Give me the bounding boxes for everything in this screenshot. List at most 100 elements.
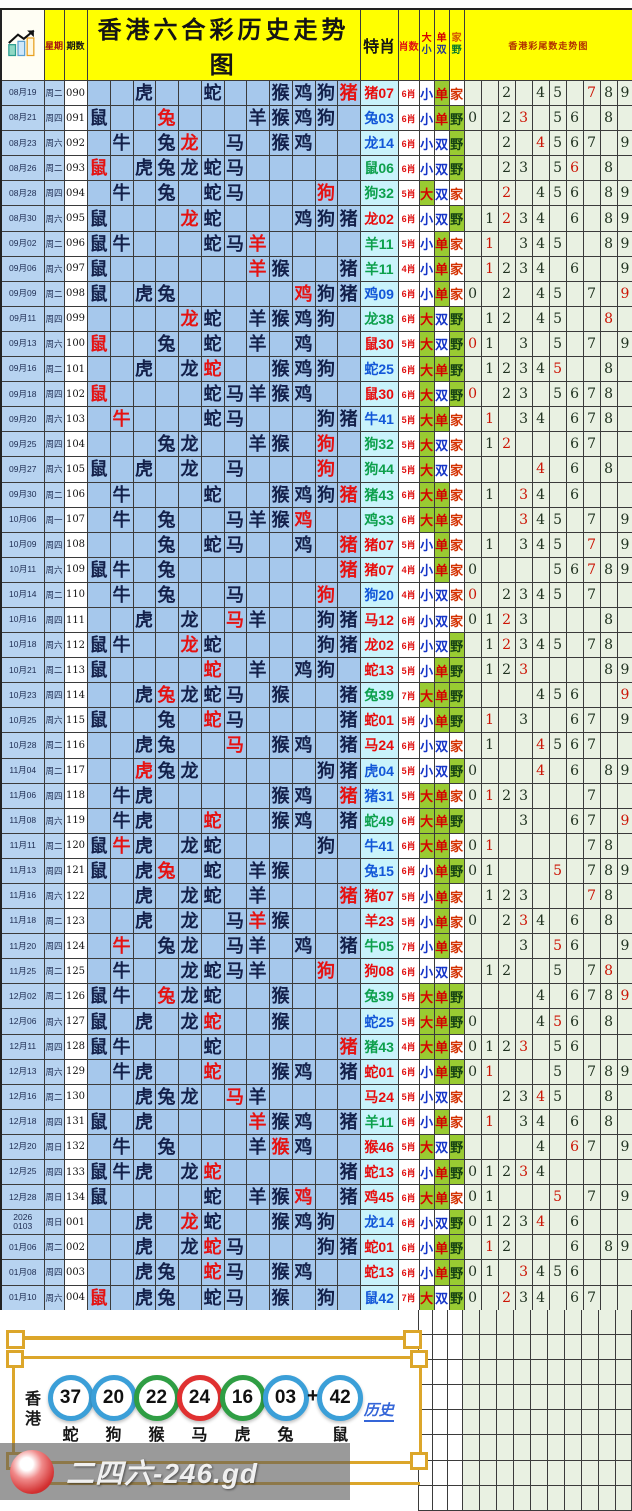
- home-wild-cell: 野: [448, 356, 465, 383]
- tail-cell: 2: [497, 958, 516, 985]
- tail-cell: 9: [616, 1058, 632, 1085]
- zodiac-cell: [314, 506, 338, 533]
- zodiac-cell: [109, 356, 134, 383]
- zodiac-cell: 牛: [109, 832, 134, 859]
- zodiac-cell: 鼠: [86, 330, 111, 358]
- tail-cell: [480, 180, 499, 207]
- tail-cell: 1: [480, 1209, 499, 1236]
- trend-row: 10月09 周四 108 兔蛇马鸡猪猪07 5肖小单家 1 3 4 5 7 9: [0, 531, 632, 558]
- tail-cell: [463, 807, 482, 834]
- trend-row: 09月16 周二 101 虎龙蛇猴鸡狗蛇25 6肖大单野 1 2 3 4 5 8: [0, 356, 632, 383]
- zodiac-cell: 羊: [245, 305, 270, 332]
- big-small-cell: 小: [418, 230, 435, 257]
- zodiac-cell: 兔: [154, 180, 179, 207]
- tail-cell: [582, 105, 601, 132]
- zodiac-cell: 虎: [132, 606, 156, 634]
- zodiac-cell: 鼠: [86, 857, 111, 885]
- tail-cell: [582, 255, 601, 282]
- period-cell: 108: [63, 531, 88, 558]
- tail-cell: [497, 857, 516, 885]
- tail-cell: [582, 456, 601, 483]
- zodiac-cell: 马: [223, 531, 247, 558]
- tail-cell: [548, 456, 567, 483]
- home-wild-cell: 野: [448, 1209, 465, 1236]
- zodiac-cell: [132, 406, 156, 433]
- tail-cell: 8: [599, 983, 618, 1010]
- tail-cell: [548, 1133, 567, 1161]
- trend-row: 09月27 周六 105 鼠虎龙马狗狗44 5肖大双家 4 6 8: [0, 456, 632, 483]
- tail-cell: 3: [514, 908, 533, 935]
- tail-cell: 3: [514, 155, 533, 182]
- home-wild-cell: 野: [448, 1234, 465, 1261]
- zodiac-cell: 鸡: [291, 205, 316, 232]
- home-wild-cell: 野: [448, 707, 465, 734]
- zodiac-count-cell: 4肖: [397, 1033, 420, 1060]
- tail-cell: [565, 280, 584, 307]
- zodiac-cell: [86, 1259, 111, 1286]
- tail-cell: [480, 983, 499, 1010]
- zodiac-cell: 鸡: [291, 481, 316, 508]
- tail-cell: 6: [565, 105, 584, 132]
- tail-cell: [616, 105, 632, 132]
- empty-grid-cell: [514, 1410, 531, 1436]
- lottery-ball: 03: [262, 1375, 309, 1421]
- tail-cell: [480, 682, 499, 709]
- zodiac-cell: [154, 255, 179, 282]
- date-cell: 01月10: [0, 1284, 45, 1311]
- home-wild-cell: 野: [448, 983, 465, 1010]
- zodiac-cell: [132, 983, 156, 1010]
- zodiac-cell: 龙: [177, 1083, 202, 1110]
- zodiac-cell: 蛇: [200, 381, 225, 408]
- odd-even-cell: 双: [433, 1133, 450, 1161]
- tail-cell: 3: [514, 230, 533, 257]
- zodiac-cell: [245, 1284, 270, 1311]
- zodiac-cell: 龙: [177, 1234, 202, 1261]
- date-cell: 10月18: [0, 632, 45, 659]
- header-row: 星期 期数 香港六合彩历史走势图 特肖 肖数 大小 单双 家野 香港彩尾数走势图: [0, 8, 632, 81]
- tail-cell: [480, 105, 499, 132]
- zodiac-cell: 猴: [268, 732, 293, 759]
- empty-grid-cell: [448, 1385, 463, 1411]
- zodiac-cell: 猪: [336, 707, 361, 734]
- empty-grid-cell: [463, 1435, 480, 1461]
- tail-cell: 5: [548, 531, 567, 558]
- tail-cell: 7: [582, 280, 601, 307]
- special-zodiac-cell: 蛇13: [359, 1259, 399, 1286]
- period-cell: 128: [63, 1033, 88, 1060]
- zodiac-count-cell: 6肖: [397, 1108, 420, 1135]
- odd-even-cell: 单: [433, 230, 450, 257]
- zodiac-cell: 牛: [109, 1133, 134, 1161]
- tail-cell: 5: [548, 105, 567, 132]
- zodiac-cell: [200, 431, 225, 458]
- tail-cell: 5: [548, 1058, 567, 1085]
- odd-even-cell: 双: [433, 180, 450, 207]
- zodiac-count-cell: 7肖: [397, 1284, 420, 1311]
- tail-cell: 1: [480, 606, 499, 634]
- tail-cell: [497, 481, 516, 508]
- empty-grid-cell: [531, 1460, 548, 1486]
- zodiac-cell: [86, 1133, 111, 1161]
- tail-cell: 7: [582, 381, 601, 408]
- tail-cell: 4: [531, 79, 550, 107]
- zodiac-cell: [245, 531, 270, 558]
- zodiac-cell: [268, 882, 293, 910]
- zodiac-cell: 龙: [177, 832, 202, 859]
- tail-cell: [616, 456, 632, 483]
- zodiac-cell: [336, 105, 361, 132]
- tail-cell: [565, 1083, 584, 1110]
- date-cell: 11月04: [0, 757, 45, 784]
- tail-cell: [548, 1108, 567, 1135]
- home-wild-cell: 家: [448, 230, 465, 257]
- empty-grid-cell: [514, 1435, 531, 1461]
- zodiac-cell: [177, 1184, 202, 1211]
- zodiac-cell: [291, 857, 316, 885]
- zodiac-cell: 马: [223, 707, 247, 734]
- zodiac-cell: 马: [223, 506, 247, 533]
- zodiac-cell: 虎: [132, 857, 156, 885]
- big-small-cell: 小: [418, 933, 435, 960]
- tail-cell: 1: [480, 255, 499, 282]
- tail-cell: [548, 657, 567, 684]
- zodiac-cell: [314, 1159, 338, 1186]
- zodiac-cell: [245, 757, 270, 784]
- zodiac-cell: [291, 1008, 316, 1035]
